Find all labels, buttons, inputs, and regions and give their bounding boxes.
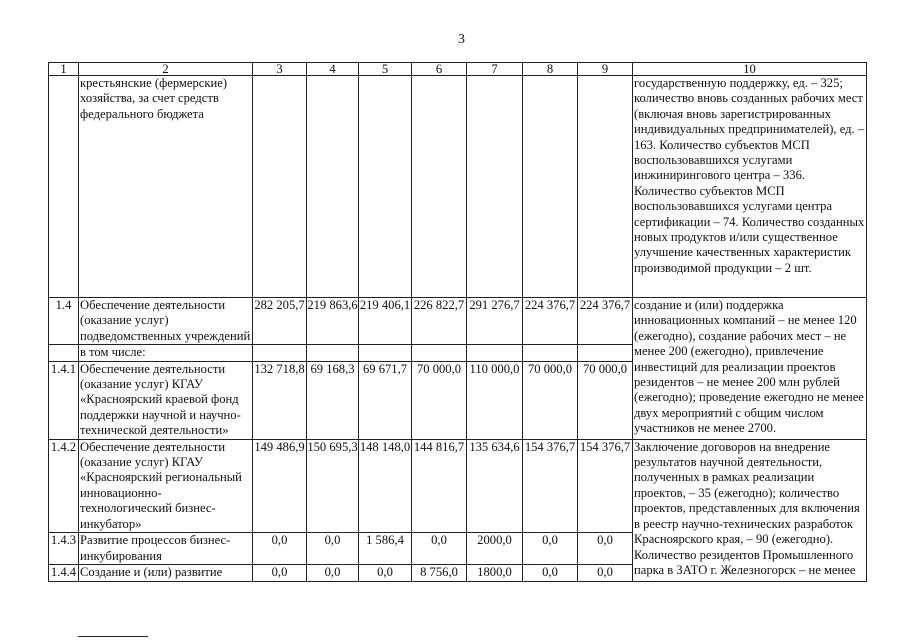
- column-header: 8: [522, 62, 578, 76]
- row-value: 0,0: [577, 532, 633, 566]
- row-name: Развитие процессов бизнес-инкубирования: [78, 532, 253, 566]
- table-row: в том числе:: [48, 344, 867, 362]
- table-row: 1.4.4 Создание и (или) развитие 0,0 0,0 0,0 8…: [48, 564, 867, 582]
- row-number: 1.4.3: [48, 532, 79, 566]
- table-row: крестьянские (фермерские) хозяйства, за …: [48, 75, 867, 298]
- row-value: 144 816,7: [411, 438, 467, 534]
- row-value: 219 863,6: [306, 296, 359, 346]
- row-value: [466, 75, 523, 298]
- row-value: 282 205,7: [252, 296, 307, 346]
- row-value: 8 756,0: [411, 564, 467, 582]
- row-value: 1 586,4: [358, 532, 412, 566]
- row-value: 219 406,1: [358, 296, 412, 346]
- row-number: 1.4.2: [48, 438, 79, 534]
- row-value: 132 718,8: [252, 360, 307, 440]
- table-row: 1.4 Обеспечение деятельности (оказание ус…: [48, 296, 867, 440]
- row-number: 1.4.4: [48, 564, 79, 582]
- row-value: 70 000,0: [522, 360, 578, 440]
- row-value: 154 376,7: [522, 438, 578, 534]
- row-value: [522, 75, 578, 298]
- row-name: Обеспечение деятельности (оказание услуг…: [78, 296, 253, 346]
- row-value: [522, 344, 578, 362]
- row-number: [48, 344, 79, 362]
- row-number: [48, 75, 79, 298]
- table-row: 1.4.1 Обеспечение деятельности (оказание …: [48, 360, 867, 440]
- table-row: 1.4.3 Развитие процессов бизнес-инкубиров…: [48, 532, 867, 566]
- row-value: 0,0: [522, 532, 578, 566]
- row-value: 224 376,7: [522, 296, 578, 346]
- footnote-divider: [78, 636, 148, 637]
- row-value: 70 000,0: [577, 360, 633, 440]
- column-header: 9: [577, 62, 633, 76]
- row-value: 150 695,3: [306, 438, 359, 534]
- row-name: Обеспечение деятельности (оказание услуг…: [78, 438, 253, 534]
- row-value: 0,0: [411, 532, 467, 566]
- row-value: [358, 344, 412, 362]
- row-value: 0,0: [306, 532, 359, 566]
- column-header: 3: [252, 62, 307, 76]
- column-header: 6: [411, 62, 467, 76]
- column-header: 1: [48, 62, 79, 76]
- row-value: 70 000,0: [411, 360, 467, 440]
- row-value: [411, 75, 467, 298]
- row-value: [466, 344, 523, 362]
- row-value: 0,0: [358, 564, 412, 582]
- column-header: 7: [466, 62, 523, 76]
- row-value: [252, 75, 307, 298]
- row-value: [411, 344, 467, 362]
- row-value: [577, 344, 633, 362]
- row-value: 148 148,0: [358, 438, 412, 534]
- row-value: 291 276,7: [466, 296, 523, 346]
- row-value: [577, 75, 633, 298]
- column-header: 5: [358, 62, 412, 76]
- row-number: 1.4.1: [48, 360, 79, 440]
- row-value: 69 168,3: [306, 360, 359, 440]
- row-result: создание и (или) поддержка инновационных…: [632, 297, 867, 440]
- row-result: Заключение договоров на внедрение резуль…: [632, 438, 867, 582]
- row-value: 69 671,7: [358, 360, 412, 440]
- row-name: в том числе:: [78, 344, 253, 362]
- column-header: 2: [78, 62, 253, 76]
- row-value: 0,0: [577, 564, 633, 582]
- row-value: 226 822,7: [411, 296, 467, 346]
- row-value: 154 376,7: [577, 438, 633, 534]
- row-name: Создание и (или) развитие: [78, 564, 253, 582]
- column-header: 10: [632, 62, 867, 76]
- row-value: 224 376,7: [577, 296, 633, 346]
- page-number: 3: [458, 32, 465, 47]
- row-value: 2000,0: [466, 532, 523, 566]
- header-row: 1 2 3 4 5 6 7 8 9 10: [48, 62, 867, 76]
- row-value: [358, 75, 412, 298]
- row-value: [252, 344, 307, 362]
- row-value: [306, 344, 359, 362]
- row-value: [306, 75, 359, 298]
- row-name: крестьянские (фермерские) хозяйства, за …: [78, 75, 253, 298]
- column-header: 4: [306, 62, 359, 76]
- row-value: 0,0: [522, 564, 578, 582]
- row-number: 1.4: [48, 296, 79, 346]
- row-value: 135 634,6: [466, 438, 523, 534]
- row-value: 0,0: [252, 532, 307, 566]
- row-value: 149 486,9: [252, 438, 307, 534]
- row-value: 0,0: [252, 564, 307, 582]
- row-name: Обеспечение деятельности (оказание услуг…: [78, 360, 253, 440]
- row-result: государственную поддержку, ед. – 325; ко…: [632, 75, 867, 298]
- row-value: 0,0: [306, 564, 359, 582]
- row-value: 110 000,0: [466, 360, 523, 440]
- table-row: 1.4.2 Обеспечение деятельности (оказание …: [48, 438, 867, 582]
- row-value: 1800,0: [466, 564, 523, 582]
- program-table: 1 2 3 4 5 6 7 8 9 10 крестьянские (фермерские) хоз…: [48, 62, 867, 582]
